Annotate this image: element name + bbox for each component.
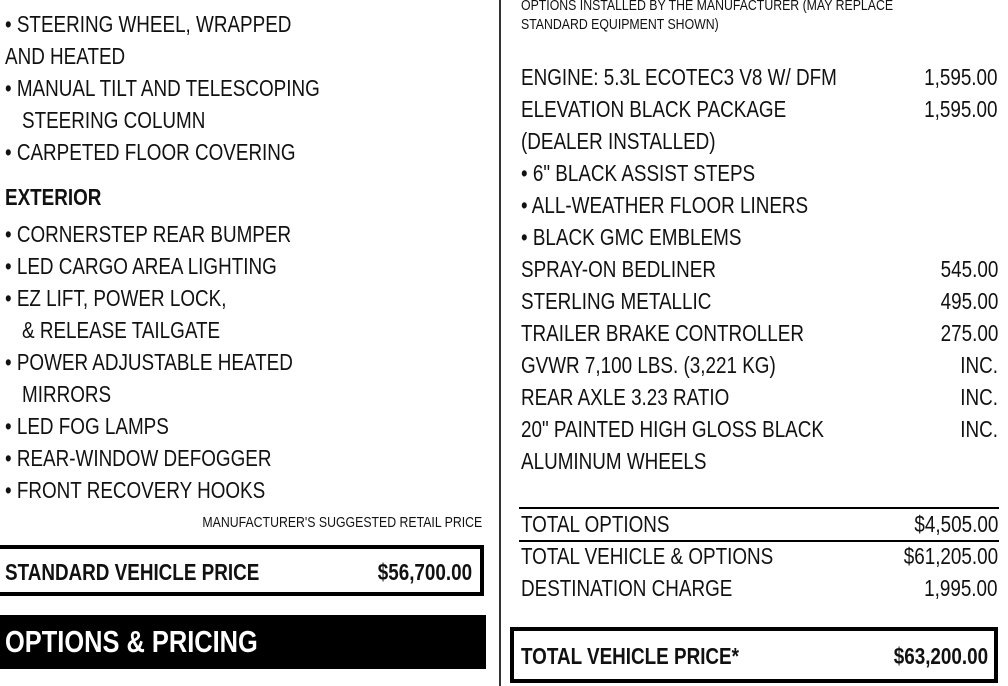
section-heading: EXTERIOR — [5, 184, 102, 210]
feature-line: • POWER ADJUSTABLE HEATED — [5, 349, 293, 375]
option-price: 275.00 — [940, 320, 998, 346]
column-divider — [499, 0, 501, 686]
feature-line: • CARPETED FLOOR COVERING — [5, 139, 296, 165]
option-price: 1,595.00 — [924, 64, 998, 90]
options-heading-bar — [0, 615, 486, 669]
option-price: 1,595.00 — [924, 96, 998, 122]
total-vehicle-price-label: TOTAL VEHICLE PRICE* — [521, 643, 739, 669]
options-heading: OPTIONS & PRICING — [5, 624, 258, 659]
options-note: OPTIONS INSTALLED BY THE MANUFACTURER (M… — [521, 0, 894, 14]
total-label: DESTINATION CHARGE — [521, 575, 733, 601]
msrp-label: MANUFACTURER'S SUGGESTED RETAIL PRICE — [202, 514, 482, 531]
option-label: ENGINE: 5.3L ECOTEC3 V8 W/ DFM — [521, 64, 837, 90]
total-label: TOTAL OPTIONS — [521, 511, 670, 537]
rule — [519, 540, 999, 542]
feature-line: STEERING COLUMN — [22, 107, 206, 133]
option-label: TRAILER BRAKE CONTROLLER — [521, 320, 804, 346]
total-price: 1,995.00 — [924, 575, 998, 601]
feature-line: • REAR-WINDOW DEFOGGER — [5, 445, 272, 471]
feature-line: • EZ LIFT, POWER LOCK, — [5, 285, 227, 311]
option-price: INC. — [960, 352, 998, 378]
option-label: (DEALER INSTALLED) — [521, 128, 716, 154]
option-label: REAR AXLE 3.23 RATIO — [521, 384, 730, 410]
option-label: • BLACK GMC EMBLEMS — [521, 224, 742, 250]
feature-line: • CORNERSTEP REAR BUMPER — [5, 221, 292, 247]
rule — [519, 507, 999, 509]
option-label: GVWR 7,100 LBS. (3,221 KG) — [521, 352, 776, 378]
total-price: $61,205.00 — [903, 543, 998, 569]
options-note: STANDARD EQUIPMENT SHOWN) — [521, 16, 719, 33]
standard-price: $56,700.00 — [377, 559, 472, 585]
total-price: $4,505.00 — [914, 511, 998, 537]
option-label: 20" PAINTED HIGH GLOSS BLACK — [521, 416, 824, 442]
feature-line: & RELEASE TAILGATE — [22, 317, 221, 343]
feature-line: • STEERING WHEEL, WRAPPED — [5, 11, 292, 37]
feature-line: MIRRORS — [22, 381, 112, 407]
option-price: 545.00 — [940, 256, 998, 282]
option-label: STERLING METALLIC — [521, 288, 712, 314]
option-price: INC. — [960, 384, 998, 410]
option-label: ELEVATION BLACK PACKAGE — [521, 96, 787, 122]
feature-line: • LED CARGO AREA LIGHTING — [5, 253, 277, 279]
standard-price-box — [0, 545, 484, 596]
option-price: INC. — [960, 416, 998, 442]
option-label: ALUMINUM WHEELS — [521, 448, 707, 474]
option-label: • ALL-WEATHER FLOOR LINERS — [521, 192, 809, 218]
total-vehicle-price: $63,200.00 — [893, 643, 988, 669]
feature-line: • LED FOG LAMPS — [5, 413, 169, 439]
standard-price-label: STANDARD VEHICLE PRICE — [5, 559, 260, 585]
total-label: TOTAL VEHICLE & OPTIONS — [521, 543, 774, 569]
option-price: 495.00 — [940, 288, 998, 314]
feature-line: AND HEATED — [5, 43, 126, 69]
option-label: SPRAY-ON BEDLINER — [521, 256, 716, 282]
feature-line: • MANUAL TILT AND TELESCOPING — [5, 75, 320, 101]
total-price-box — [510, 627, 998, 683]
feature-line: • FRONT RECOVERY HOOKS — [5, 477, 266, 503]
option-label: • 6" BLACK ASSIST STEPS — [521, 160, 756, 186]
